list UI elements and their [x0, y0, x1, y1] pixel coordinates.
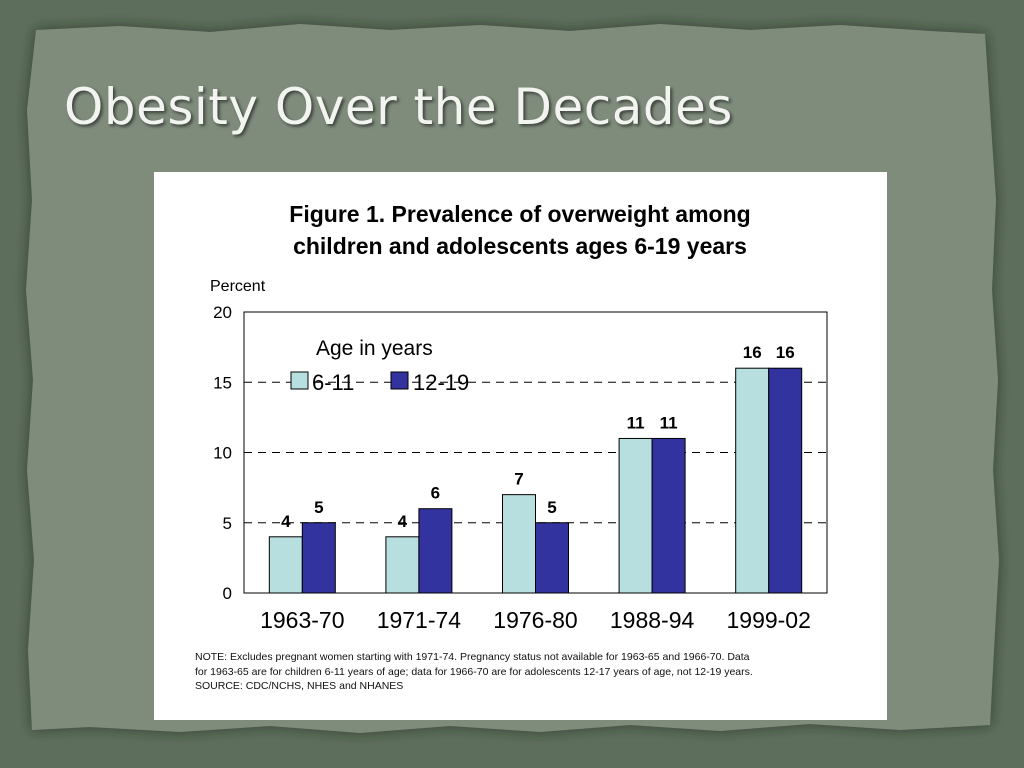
y-tick-label-0: 0 [223, 584, 232, 603]
bar-1971-74-6-11 [385, 536, 420, 594]
bar-1976-80-12-19 [535, 522, 569, 594]
legend: Age in years 6-11 12-19 [290, 337, 469, 395]
source-line: SOURCE: CDC/NCHS, NHES and NHANES [195, 680, 404, 692]
note-line-1: NOTE: Excludes pregnant women starting w… [195, 651, 750, 663]
value-label-1988-94-6-11: 11 [627, 413, 645, 432]
bar-chart: Figure 1. Prevalence of overweight among… [210, 201, 828, 633]
y-tick-label-15: 15 [213, 373, 232, 392]
value-label-1976-80-6-11: 7 [514, 470, 523, 489]
bar-1971-74-12-19 [418, 508, 453, 594]
x-tick-label-1976-80: 1976-80 [493, 607, 577, 633]
value-label-1971-74-6-11: 4 [398, 512, 408, 531]
legend-label-6-11: 6-11 [312, 370, 354, 395]
x-axis-ticks: 1963-70 1971-74 1976-80 1988-94 1999-02 [260, 607, 811, 633]
bars [268, 367, 803, 594]
bar-1999-02-12-19 [768, 367, 803, 594]
y-axis-ticks: 0 5 10 15 20 [213, 303, 232, 603]
bar-1988-94-6-11 [618, 437, 653, 594]
x-tick-label-1971-74: 1971-74 [377, 607, 462, 633]
legend-title: Age in years [316, 337, 433, 360]
x-tick-label-1988-94: 1988-94 [610, 607, 695, 633]
value-labels: 4 5 4 6 7 5 11 11 16 16 [281, 343, 795, 531]
x-tick-label-1999-02: 1999-02 [726, 607, 810, 633]
chart-title-line-1: Figure 1. Prevalence of overweight among [289, 201, 750, 227]
note-line-2: for 1963-65 are for children 6-11 years … [195, 665, 753, 678]
y-axis-label: Percent [210, 278, 266, 295]
bar-1988-94-12-19 [651, 437, 686, 594]
y-tick-label-20: 20 [213, 303, 232, 322]
legend-label-12-19: 12-19 [413, 370, 469, 395]
value-label-1999-02-12-19: 16 [776, 343, 795, 362]
value-label-1963-70-6-11: 4 [281, 512, 291, 531]
x-tick-label-1963-70: 1963-70 [260, 607, 344, 633]
bar-1963-70-6-11 [268, 536, 303, 594]
value-label-1988-94-12-19: 11 [660, 413, 678, 432]
value-label-1963-70-12-19: 5 [314, 498, 323, 517]
value-label-1976-80-12-19: 5 [547, 498, 556, 517]
legend-swatch-6-11 [290, 371, 309, 390]
y-tick-label-5: 5 [223, 514, 232, 533]
value-label-1999-02-6-11: 16 [743, 343, 762, 362]
y-tick-label-10: 10 [213, 444, 232, 463]
chart-notes: NOTE: Excludes pregnant women starting w… [195, 650, 875, 694]
bar-1963-70-12-19 [301, 522, 336, 594]
figure-panel: Figure 1. Prevalence of overweight among… [154, 172, 887, 720]
bar-1976-80-6-11 [502, 494, 536, 594]
legend-swatch-12-19 [390, 371, 409, 390]
value-label-1971-74-12-19: 6 [431, 484, 440, 503]
bar-1999-02-6-11 [735, 367, 770, 594]
chart-title-line-2: children and adolescents ages 6-19 years [293, 233, 747, 259]
slide-title: Obesity Over the Decades [64, 78, 733, 136]
